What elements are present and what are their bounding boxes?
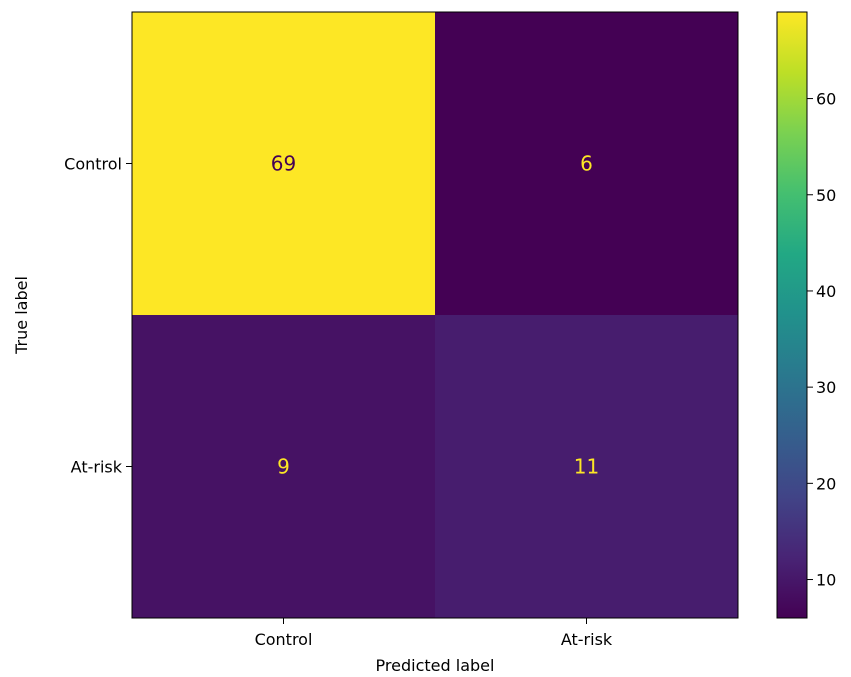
matrix-cell xyxy=(435,12,738,315)
y-tick-label: Control xyxy=(64,155,122,174)
colorbar-tick-label: 20 xyxy=(816,474,836,493)
cell-value-label: 6 xyxy=(580,152,593,176)
matrix-cell xyxy=(435,315,738,618)
matrix-cells: 69 69 11 xyxy=(132,12,738,618)
colorbar-tick-label: 60 xyxy=(816,90,836,109)
colorbar-tick-label: 50 xyxy=(816,186,836,205)
matrix-cell xyxy=(132,315,435,618)
colorbar xyxy=(776,11,808,619)
x-tick-label: Control xyxy=(255,630,313,649)
colorbar-ticks: 10 20 30 40 50 60 xyxy=(807,90,836,590)
colorbar-tick-label: 30 xyxy=(816,378,836,397)
plot-frame xyxy=(131,11,739,619)
y-tick-label: At-risk xyxy=(71,458,123,477)
y-axis-title: True label xyxy=(12,276,31,355)
cell-value-label: 9 xyxy=(277,455,290,479)
cell-value-label: 69 xyxy=(271,152,296,176)
x-tick-label: At-risk xyxy=(561,630,613,649)
x-axis-ticks: Control At-risk xyxy=(255,618,613,649)
x-axis-title: Predicted label xyxy=(376,656,495,675)
cell-value-label: 11 xyxy=(574,455,599,479)
y-axis-ticks: Control At-risk xyxy=(64,155,132,477)
colorbar-tick-label: 10 xyxy=(816,571,836,590)
colorbar-tick-label: 40 xyxy=(816,282,836,301)
matrix-cell xyxy=(132,12,435,315)
